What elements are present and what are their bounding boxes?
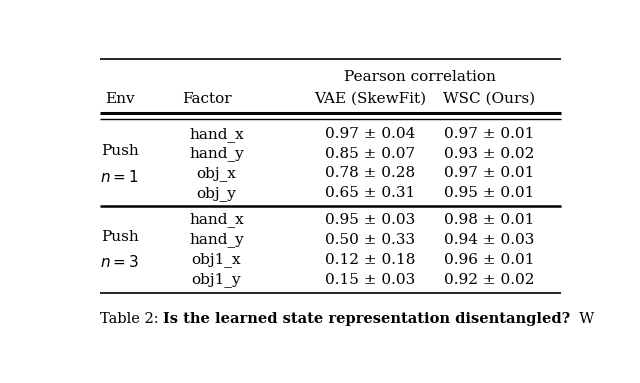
Text: Env: Env: [105, 92, 134, 106]
Text: W: W: [570, 312, 595, 326]
Text: 0.92 ± 0.02: 0.92 ± 0.02: [444, 273, 534, 286]
Text: 0.95 ± 0.03: 0.95 ± 0.03: [325, 213, 415, 227]
Text: 0.98 ± 0.01: 0.98 ± 0.01: [444, 213, 534, 227]
Text: Push: Push: [101, 230, 138, 244]
Text: Pearson correlation: Pearson correlation: [344, 70, 496, 84]
Text: WSC (Ours): WSC (Ours): [443, 92, 535, 106]
Text: hand_x: hand_x: [189, 127, 244, 142]
Text: Is the learned state representation disentangled?: Is the learned state representation dise…: [163, 312, 570, 326]
Text: Push: Push: [101, 144, 138, 158]
Text: hand_y: hand_y: [189, 232, 244, 247]
Text: hand_x: hand_x: [189, 213, 244, 228]
Text: 0.12 ± 0.18: 0.12 ± 0.18: [325, 253, 415, 267]
Text: Table 2:: Table 2:: [100, 312, 163, 326]
Text: $n = 3$: $n = 3$: [100, 254, 139, 270]
Text: 0.95 ± 0.01: 0.95 ± 0.01: [444, 187, 534, 200]
Text: 0.85 ± 0.07: 0.85 ± 0.07: [325, 147, 415, 160]
Text: obj1_y: obj1_y: [191, 272, 241, 287]
Text: 0.65 ± 0.31: 0.65 ± 0.31: [325, 187, 415, 200]
Text: obj_y: obj_y: [196, 186, 236, 201]
Text: 0.97 ± 0.04: 0.97 ± 0.04: [325, 128, 415, 141]
Text: $n = 1$: $n = 1$: [100, 169, 139, 185]
Text: 0.78 ± 0.28: 0.78 ± 0.28: [325, 166, 415, 180]
Text: VAE (SkewFit): VAE (SkewFit): [314, 92, 426, 106]
Text: 0.97 ± 0.01: 0.97 ± 0.01: [444, 166, 534, 180]
Text: 0.94 ± 0.03: 0.94 ± 0.03: [444, 233, 534, 247]
Text: hand_y: hand_y: [189, 146, 244, 161]
Text: 0.50 ± 0.33: 0.50 ± 0.33: [325, 233, 415, 247]
Text: Factor: Factor: [182, 92, 231, 106]
Text: obj1_x: obj1_x: [191, 252, 241, 267]
Text: 0.96 ± 0.01: 0.96 ± 0.01: [444, 253, 534, 267]
Text: 0.15 ± 0.03: 0.15 ± 0.03: [325, 273, 415, 286]
Text: 0.93 ± 0.02: 0.93 ± 0.02: [444, 147, 534, 160]
Text: obj_x: obj_x: [196, 166, 236, 181]
Text: 0.97 ± 0.01: 0.97 ± 0.01: [444, 128, 534, 141]
